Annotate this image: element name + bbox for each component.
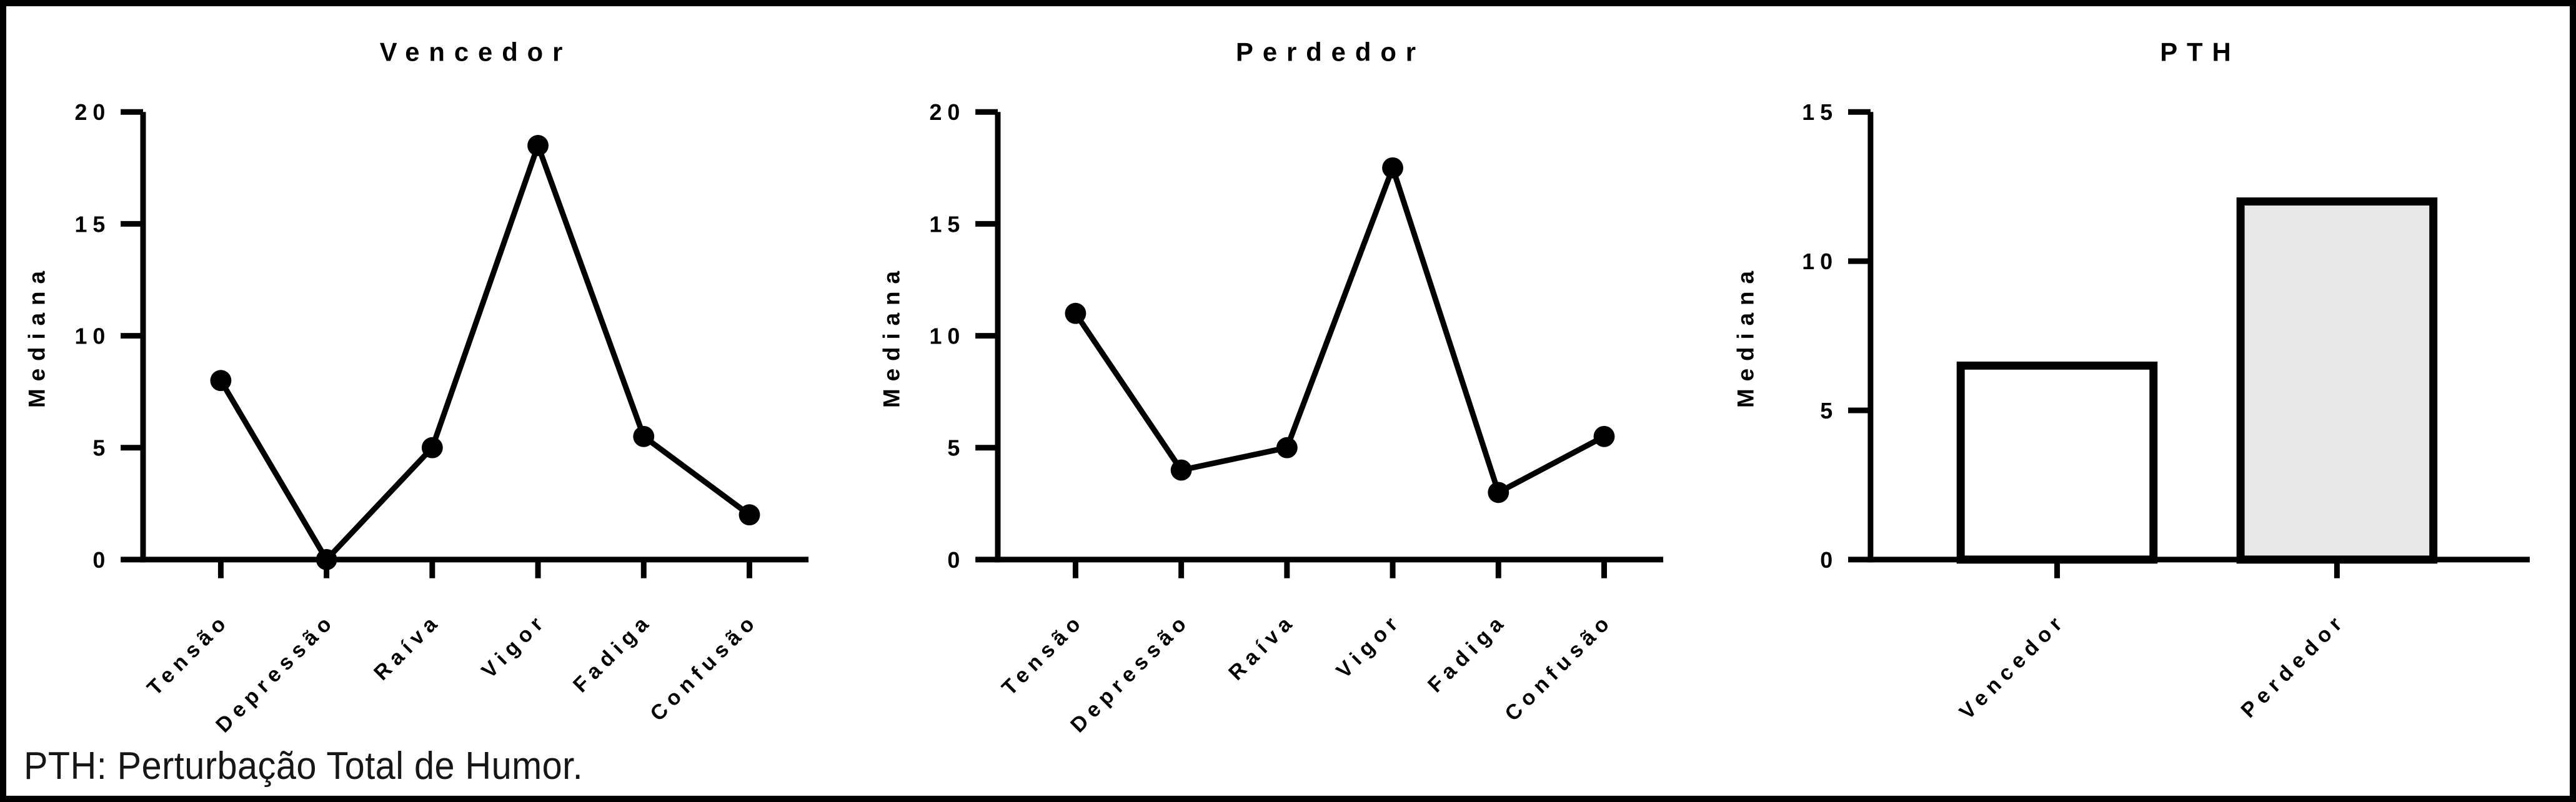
data-point-raiva [1276, 437, 1298, 458]
y-tick-label: 10 [929, 324, 965, 349]
data-point-confusao [738, 504, 760, 526]
data-point-fadiga [1488, 482, 1509, 503]
chart-title-vencedor: Vencedor [380, 37, 572, 67]
y-tick-label: 5 [947, 436, 965, 461]
x-category-label-tensao: Tensão [997, 608, 1089, 700]
y-tick-label: 15 [74, 212, 111, 237]
x-category-label-raiva: Raíva [369, 608, 445, 685]
x-category-label-vigor: Vigor [477, 608, 551, 683]
data-line [1072, 165, 1607, 495]
y-tick-label: 5 [1821, 399, 1839, 423]
data-point-tensao [1065, 302, 1087, 324]
data-point-depressao [316, 548, 337, 570]
y-tick-label: 20 [929, 100, 965, 125]
data-point-vigor [527, 135, 549, 156]
figure-footnote: PTH: Perturbação Total de Humor. [24, 745, 584, 788]
y-tick-label: 0 [92, 548, 111, 573]
y-tick-label: 15 [1803, 100, 1839, 125]
data-point-raiva [421, 437, 443, 458]
data-point-tensao [210, 370, 232, 392]
y-tick-label: 10 [74, 324, 111, 349]
x-category-label-tensao: Tensão [142, 608, 234, 700]
y-tick-label: 0 [1821, 548, 1839, 573]
y-axis-title: Mediana [24, 264, 50, 408]
y-tick-label: 15 [929, 212, 965, 237]
x-category-label-vigor: Vigor [1331, 608, 1406, 683]
x-category-label-perdedor: Perdedor [2237, 608, 2351, 723]
chart-pth-bar: PTH 0 5 10 15 Vencedor Perdedor Mediana [1733, 37, 2530, 724]
x-category-label-raiva: Raíva [1224, 608, 1300, 685]
bar-perdedor [2236, 197, 2438, 564]
data-point-vigor [1381, 157, 1403, 179]
y-tick-label: 0 [947, 548, 965, 573]
bar-vencedor [1957, 361, 2158, 564]
y-axis-title: Mediana [1733, 264, 1759, 408]
x-category-label-confusao: Confusão [1500, 608, 1618, 726]
x-category-label-confusao: Confusão [645, 608, 763, 726]
charts-row: Vencedor 0 5 10 15 20 Tensão Depressão Raíva Vigo… [6, 6, 2570, 737]
y-tick-label: 10 [1803, 249, 1839, 274]
y-axis-title: Mediana [878, 264, 904, 408]
chart-title-pth: PTH [2161, 37, 2240, 67]
x-category-label-fadiga: Fadiga [1423, 608, 1512, 697]
data-point-fadiga [633, 425, 655, 447]
data-point-depressao [1170, 459, 1192, 481]
y-tick-label: 5 [92, 436, 111, 461]
x-category-label-vencedor: Vencedor [1955, 608, 2071, 724]
y-tick-label: 20 [74, 100, 111, 125]
data-line [217, 142, 752, 563]
x-category-label-fadiga: Fadiga [569, 608, 657, 697]
data-point-confusao [1593, 425, 1615, 447]
chart-title-perdedor: Perdedor [1236, 37, 1425, 67]
